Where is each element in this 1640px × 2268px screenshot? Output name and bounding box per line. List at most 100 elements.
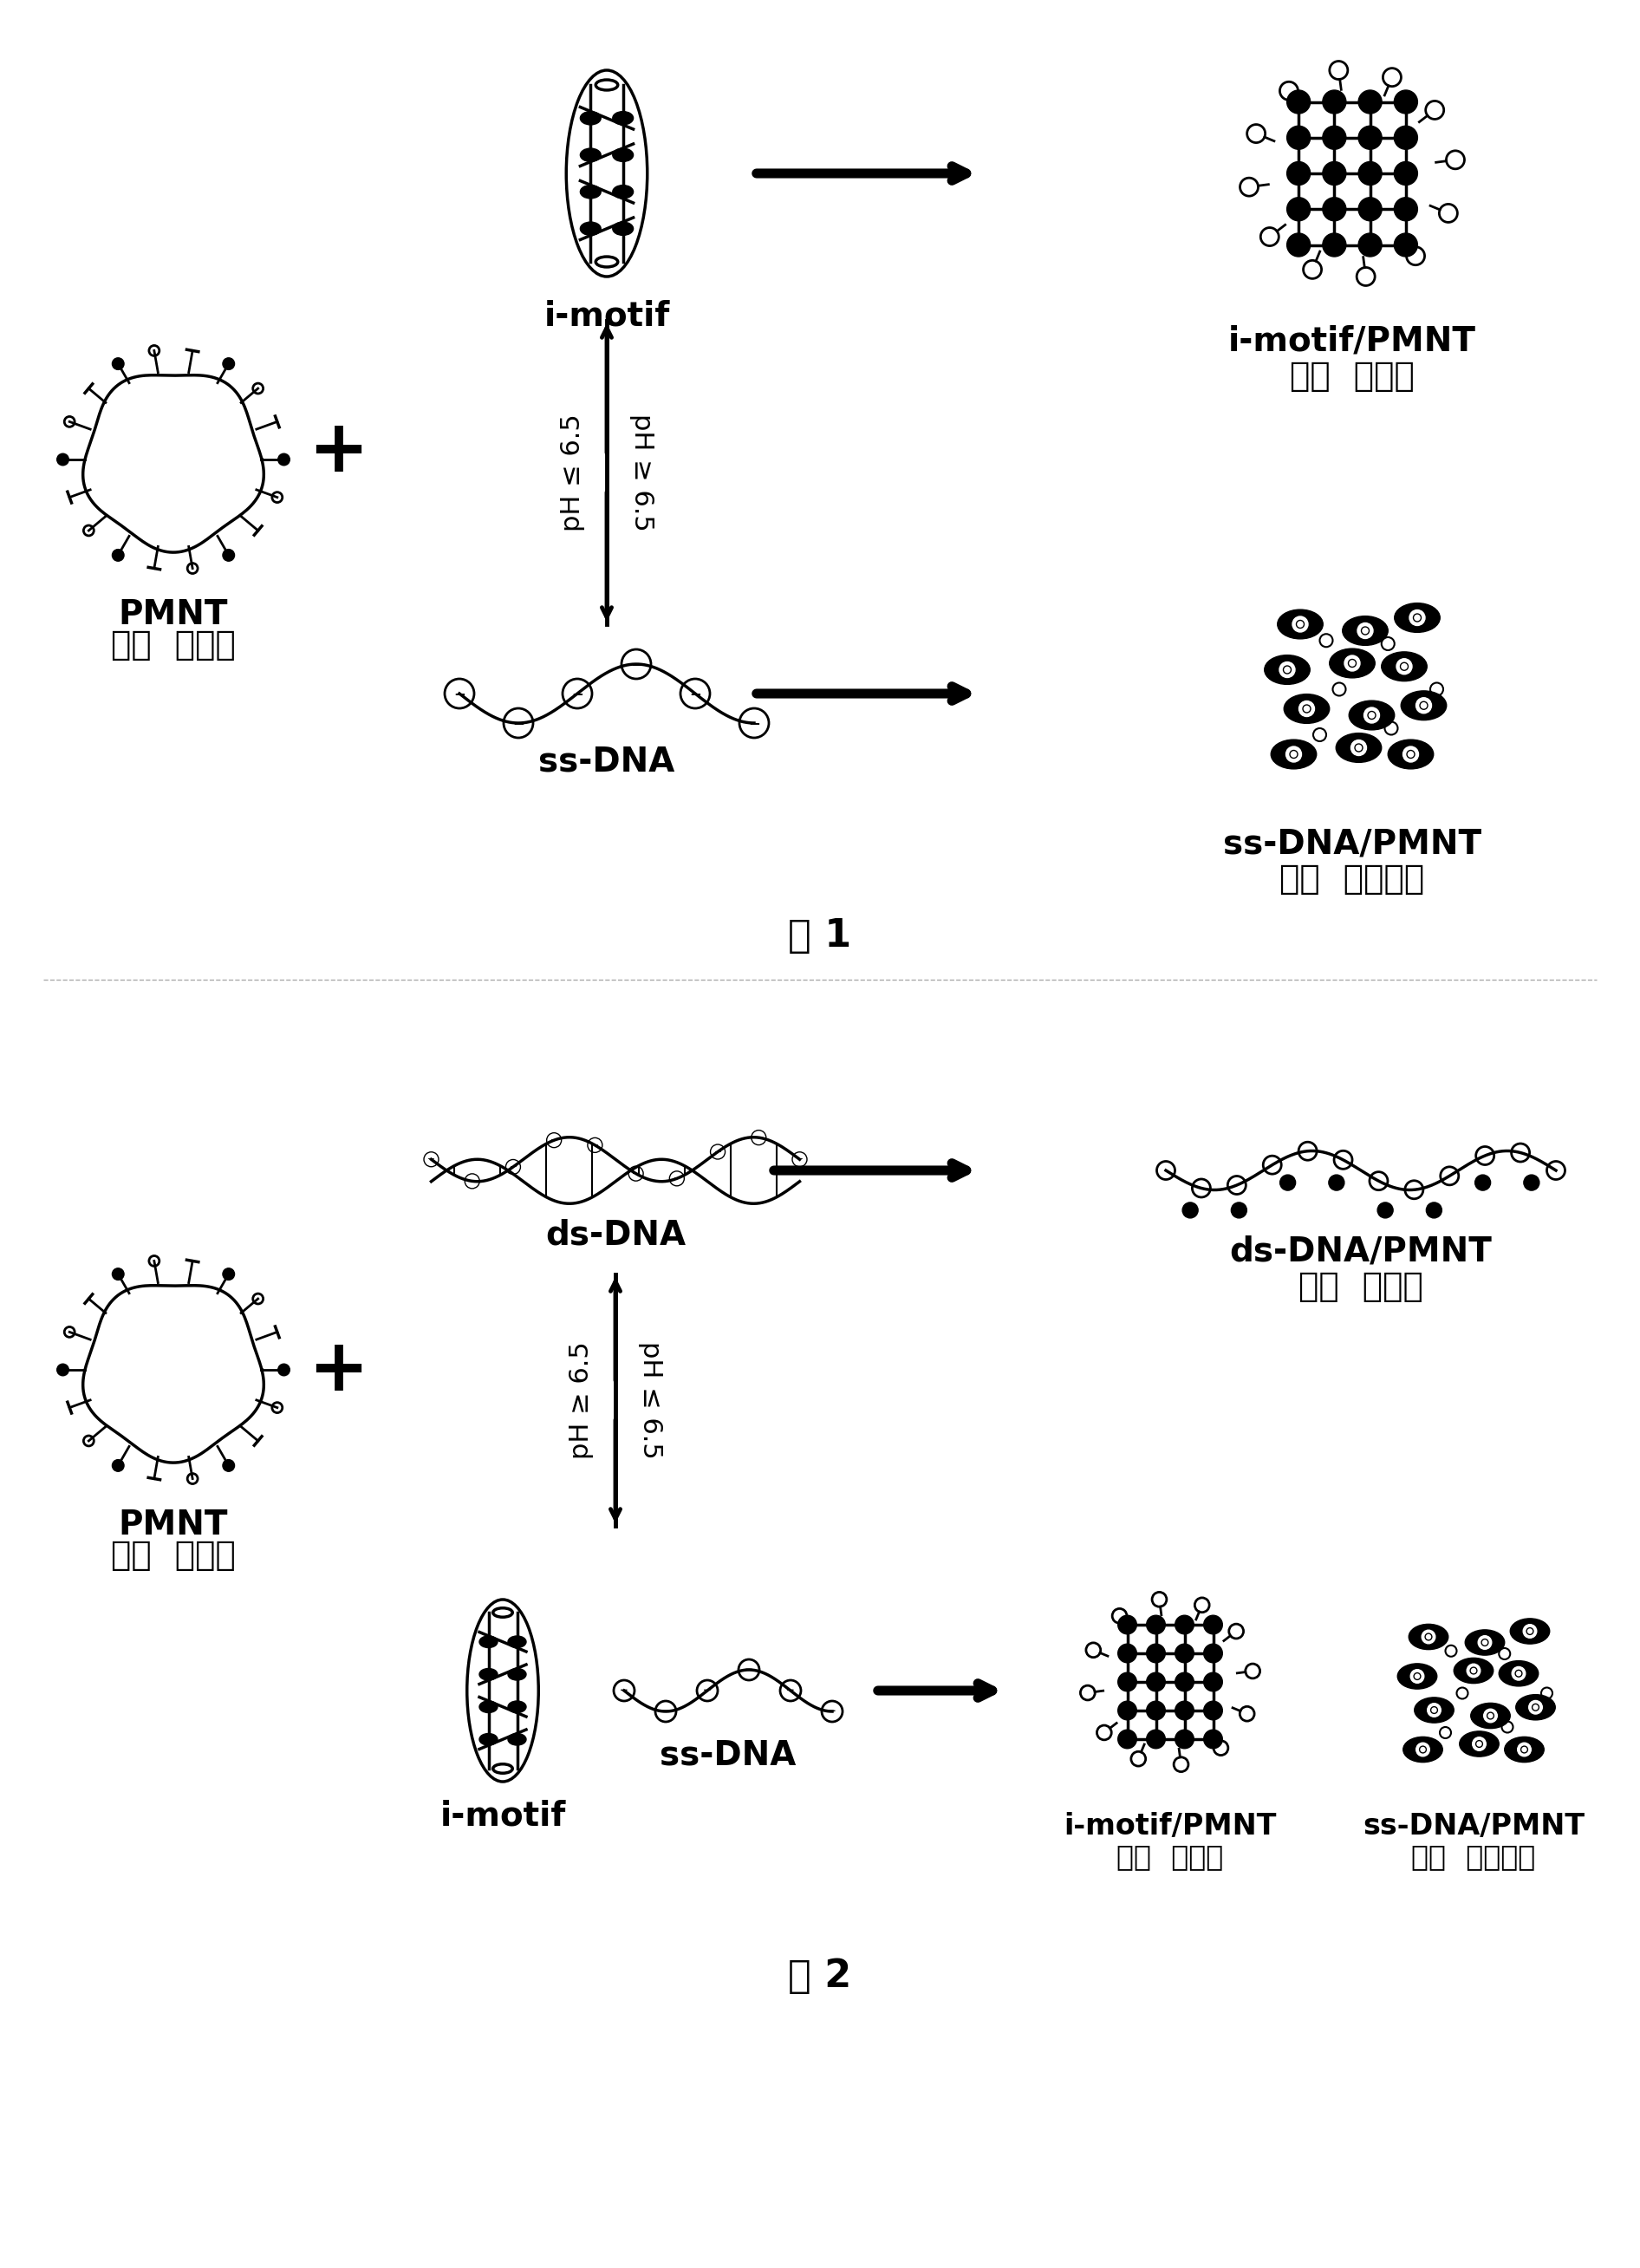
Circle shape	[1358, 127, 1383, 150]
Circle shape	[1176, 1615, 1194, 1633]
Text: ss-DNA: ss-DNA	[538, 746, 676, 778]
Circle shape	[112, 549, 125, 560]
Text: −: −	[672, 1175, 681, 1184]
Text: −: −	[620, 1685, 628, 1696]
Ellipse shape	[1387, 739, 1433, 769]
Circle shape	[1146, 1672, 1166, 1692]
Circle shape	[1394, 127, 1417, 150]
Circle shape	[1146, 1644, 1166, 1662]
Circle shape	[1287, 197, 1310, 220]
Circle shape	[1287, 91, 1310, 113]
Circle shape	[223, 549, 235, 560]
Circle shape	[1394, 234, 1417, 256]
Circle shape	[1328, 1175, 1345, 1191]
Circle shape	[1287, 127, 1310, 150]
Circle shape	[1358, 197, 1383, 220]
Circle shape	[1322, 127, 1346, 150]
Circle shape	[1402, 746, 1419, 762]
Circle shape	[1358, 624, 1373, 640]
Ellipse shape	[1264, 655, 1310, 685]
Circle shape	[1396, 658, 1412, 674]
Text: +: +	[308, 1334, 369, 1404]
Text: −: −	[549, 1136, 558, 1145]
Ellipse shape	[1499, 1660, 1538, 1685]
Ellipse shape	[1284, 694, 1330, 723]
Ellipse shape	[1409, 1624, 1448, 1649]
Circle shape	[1299, 701, 1315, 717]
Ellipse shape	[1465, 1631, 1504, 1656]
Circle shape	[1118, 1644, 1137, 1662]
Ellipse shape	[613, 147, 633, 161]
Text: −: −	[571, 685, 584, 701]
Text: 图 2: 图 2	[789, 1957, 851, 1996]
Circle shape	[1427, 1703, 1442, 1717]
Circle shape	[1146, 1615, 1166, 1633]
Text: ss-DNA: ss-DNA	[659, 1737, 797, 1771]
Ellipse shape	[479, 1701, 497, 1712]
Circle shape	[1322, 91, 1346, 113]
Circle shape	[1286, 746, 1302, 762]
Circle shape	[1146, 1701, 1166, 1719]
Circle shape	[1118, 1615, 1137, 1633]
Ellipse shape	[479, 1635, 497, 1647]
Ellipse shape	[1381, 651, 1427, 680]
Text: PMNT: PMNT	[118, 599, 228, 631]
Circle shape	[1118, 1730, 1137, 1749]
Circle shape	[1176, 1672, 1194, 1692]
Ellipse shape	[1515, 1694, 1555, 1719]
Circle shape	[1410, 1669, 1424, 1683]
Text: −: −	[754, 1134, 763, 1141]
Ellipse shape	[581, 111, 600, 125]
Circle shape	[1118, 1672, 1137, 1692]
Circle shape	[1528, 1701, 1542, 1715]
Circle shape	[1473, 1737, 1486, 1751]
Circle shape	[1287, 161, 1310, 186]
Circle shape	[1204, 1615, 1222, 1633]
Ellipse shape	[1471, 1703, 1510, 1728]
Circle shape	[1427, 1202, 1442, 1218]
Text: 黄色  强荧光: 黄色 强荧光	[1117, 1842, 1223, 1871]
Ellipse shape	[1404, 1737, 1443, 1762]
Circle shape	[1118, 1701, 1137, 1719]
Circle shape	[1176, 1701, 1194, 1719]
Circle shape	[112, 358, 125, 370]
Text: 黄色  强荧光: 黄色 强荧光	[112, 628, 236, 662]
Text: 黄色  强荧光: 黄色 强荧光	[1291, 361, 1415, 392]
Circle shape	[1394, 197, 1417, 220]
Circle shape	[1394, 161, 1417, 186]
Ellipse shape	[613, 186, 633, 200]
Circle shape	[223, 358, 235, 370]
Ellipse shape	[1330, 649, 1374, 678]
Text: i-motif: i-motif	[544, 299, 669, 331]
Text: −: −	[631, 1170, 640, 1177]
Circle shape	[1394, 91, 1417, 113]
Text: −: −	[748, 714, 759, 730]
Ellipse shape	[1350, 701, 1394, 730]
Ellipse shape	[1394, 603, 1440, 633]
Ellipse shape	[1453, 1658, 1494, 1683]
Circle shape	[57, 1363, 69, 1377]
Circle shape	[1409, 610, 1425, 626]
Circle shape	[1176, 1730, 1194, 1749]
Ellipse shape	[581, 147, 600, 161]
Ellipse shape	[1401, 692, 1446, 721]
Circle shape	[1358, 91, 1383, 113]
Text: i-motif/PMNT: i-motif/PMNT	[1064, 1812, 1276, 1842]
Ellipse shape	[479, 1669, 497, 1681]
Text: −: −	[704, 1685, 712, 1696]
Circle shape	[1415, 1742, 1430, 1755]
Ellipse shape	[1337, 733, 1381, 762]
Circle shape	[1351, 739, 1366, 755]
Circle shape	[1524, 1175, 1540, 1191]
Text: −: −	[630, 655, 643, 671]
Circle shape	[1322, 197, 1346, 220]
Text: ds-DNA: ds-DNA	[544, 1218, 686, 1252]
Text: pH ≤ 6.5: pH ≤ 6.5	[559, 413, 585, 531]
Circle shape	[1279, 1175, 1296, 1191]
Text: 黄色  强荧光: 黄色 强荧光	[1299, 1270, 1424, 1304]
Text: −: −	[510, 1163, 517, 1170]
Circle shape	[1287, 234, 1310, 256]
Circle shape	[1182, 1202, 1199, 1218]
Circle shape	[1176, 1644, 1194, 1662]
Ellipse shape	[1414, 1696, 1453, 1724]
